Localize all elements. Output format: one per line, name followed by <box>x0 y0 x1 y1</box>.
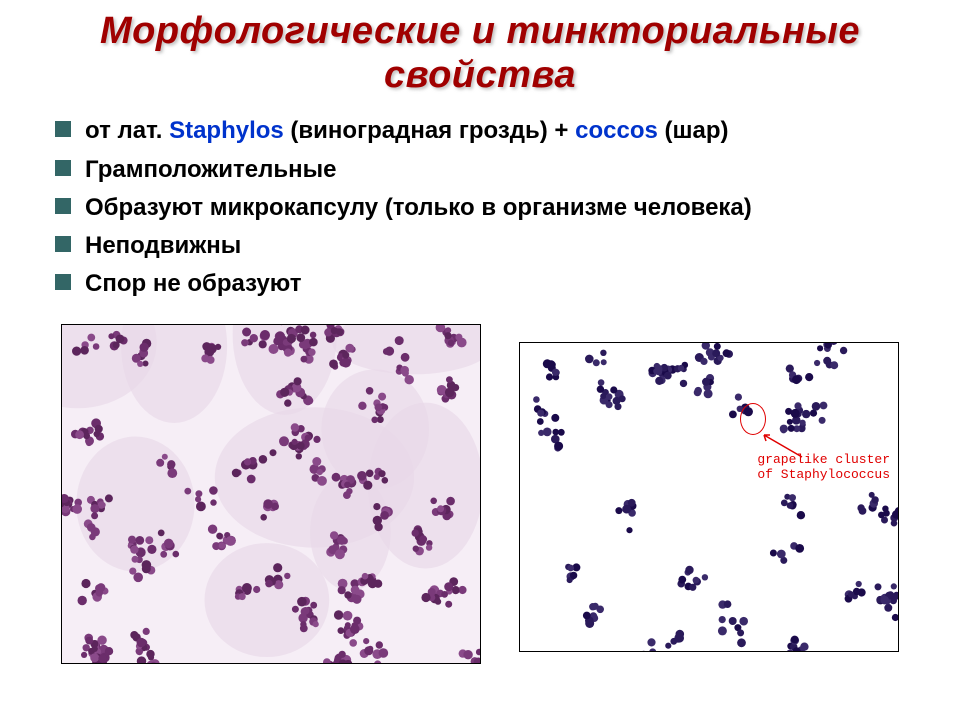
bullet-item: Образуют микрокапсулу (только в организм… <box>55 192 930 223</box>
micrograph-right-svg <box>520 343 899 652</box>
annotation-text: grapelike cluster of Staphylococcus <box>757 453 890 483</box>
micrograph-right: grapelike cluster of Staphylococcus <box>519 342 899 652</box>
bullet-text: Образуют микрокапсулу (только в организм… <box>85 192 752 223</box>
bullet-item: от лат. Staphylos (виноградная гроздь) +… <box>55 115 930 146</box>
micrograph-left-svg <box>62 325 481 664</box>
bullet-list: от лат. Staphylos (виноградная гроздь) +… <box>0 115 960 316</box>
micrograph-left <box>61 324 481 664</box>
bullet-text: Неподвижны <box>85 230 241 261</box>
title-line-2: свойства <box>384 54 576 96</box>
bullet-item: Грамположительные <box>55 154 930 185</box>
image-row: grapelike cluster of Staphylococcus <box>0 316 960 664</box>
bullet-square-icon <box>55 198 71 214</box>
bullet-text: Грамположительные <box>85 154 337 185</box>
bullet-text: от лат. Staphylos (виноградная гроздь) +… <box>85 115 729 146</box>
bullet-item: Неподвижны <box>55 230 930 261</box>
bullet-square-icon <box>55 236 71 252</box>
title-line-1: Морфологические и тинкториальные <box>100 10 860 52</box>
bullet-text: Спор не образуют <box>85 268 301 299</box>
bullet-square-icon <box>55 274 71 290</box>
bullet-item: Спор не образуют <box>55 268 930 299</box>
bullet-square-icon <box>55 121 71 137</box>
slide-title: Морфологические и тинкториальные свойств… <box>0 0 960 115</box>
bullet-square-icon <box>55 160 71 176</box>
